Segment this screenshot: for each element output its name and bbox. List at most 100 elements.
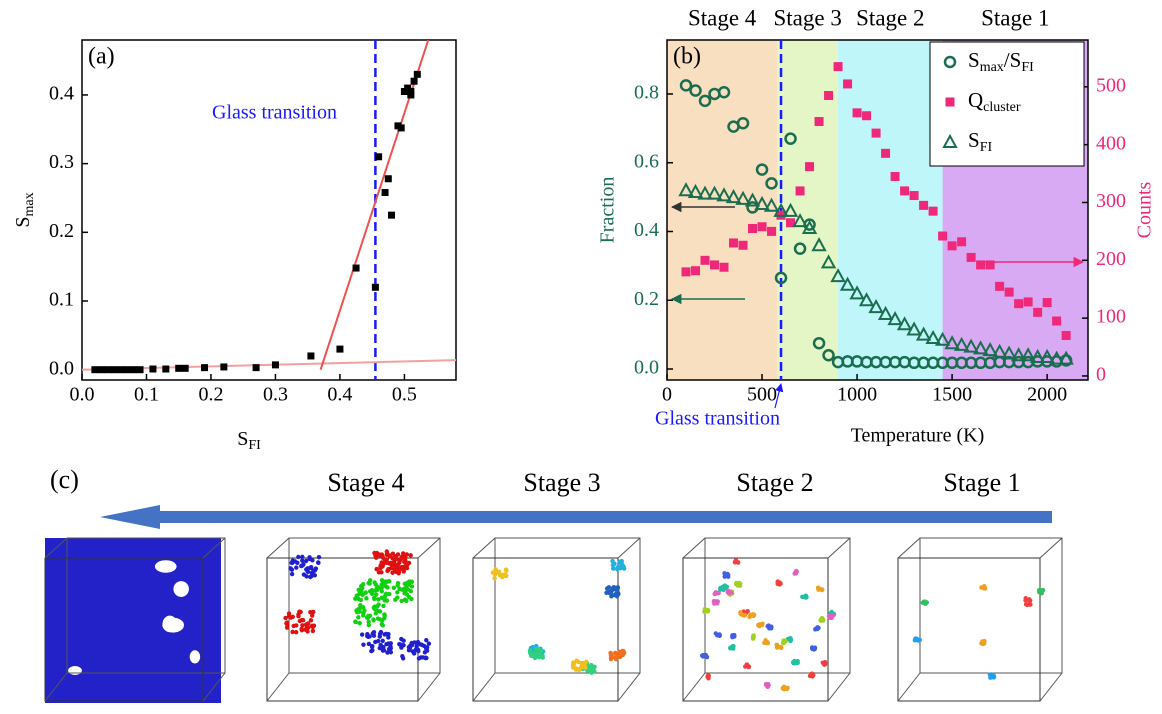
atom [385,580,389,584]
point [1052,317,1061,326]
cube-edge [1040,538,1062,558]
atom [305,629,309,633]
atom [404,599,408,603]
point [843,79,852,88]
atom [764,683,768,687]
point [995,282,1004,291]
x-tick-label: 0.2 [198,384,223,406]
x-axis-label: SFI [237,428,261,454]
atom [285,625,289,629]
y-tick-label: 0.2 [49,220,74,242]
atom [716,599,720,603]
atom [407,579,411,583]
atom [294,565,298,569]
atom [604,591,608,595]
void [155,560,177,573]
point [919,201,928,210]
text-run: FI [1021,60,1034,75]
plot-frame [82,40,456,380]
atom [399,637,403,641]
atom [379,570,383,574]
cube-edge [418,673,440,701]
atom [580,661,584,665]
atom [734,582,738,586]
atom [312,624,316,628]
atom [376,616,380,620]
y2-axis-label: Counts [1134,181,1156,238]
atom [316,561,320,565]
atom [373,604,377,608]
void [162,618,184,633]
point [967,253,976,262]
atom [304,559,308,563]
atom [379,643,383,647]
text-run: cluster [983,100,1021,115]
text-run: FI [248,438,261,453]
atom [391,551,395,555]
cube-edge [473,538,495,558]
cube-edge [828,538,850,558]
atom [380,564,384,568]
atom [396,562,400,566]
void [68,666,82,675]
point [872,129,881,138]
point [414,71,421,78]
atom [700,653,704,657]
atom [372,580,376,584]
snapshots [45,538,1062,703]
stage-label: Stage 2 [856,5,924,30]
cube-edge [683,673,705,701]
point [824,91,833,100]
y-tick-label: 0.6 [634,150,659,172]
stage-label: Stage 4 [327,468,404,497]
y-tick-label: 0.0 [634,357,659,379]
panel-label: (a) [88,44,115,70]
atom [385,585,389,589]
point [862,111,871,120]
point [375,153,382,160]
atom [609,654,613,658]
atom [389,562,393,566]
atom [620,559,624,563]
point [353,265,360,272]
atom [829,616,833,620]
atom [765,624,769,628]
point [388,212,395,219]
atom [528,650,532,654]
point [758,222,767,231]
atom [290,572,294,576]
point [938,232,947,241]
point [104,366,111,373]
panel-label: (c) [50,465,79,494]
atom [283,616,287,620]
atom [730,635,734,639]
point [398,124,405,131]
atom [381,639,385,643]
point [1043,298,1052,307]
snapshot-fill [45,538,221,703]
stage-label: Stage 3 [523,468,600,497]
atom [298,619,302,623]
atom [313,568,317,572]
y2-tick-label: 300 [1096,190,1126,212]
atom [923,599,927,603]
atom [775,580,779,584]
atom [399,599,403,603]
atom [417,656,421,660]
atom [383,614,387,618]
atom [364,596,368,600]
atom [757,624,761,628]
point [1024,297,1033,306]
point [729,238,738,247]
y2-tick-label: 0 [1096,364,1106,386]
cube-front [898,558,1040,701]
atom [913,637,917,641]
atom [610,588,614,592]
y-tick-label: 0.4 [49,83,74,105]
cube-edge [618,673,640,701]
atom [380,554,384,558]
atom [405,552,409,556]
void [190,650,200,663]
atom [779,646,783,650]
point [272,361,279,368]
